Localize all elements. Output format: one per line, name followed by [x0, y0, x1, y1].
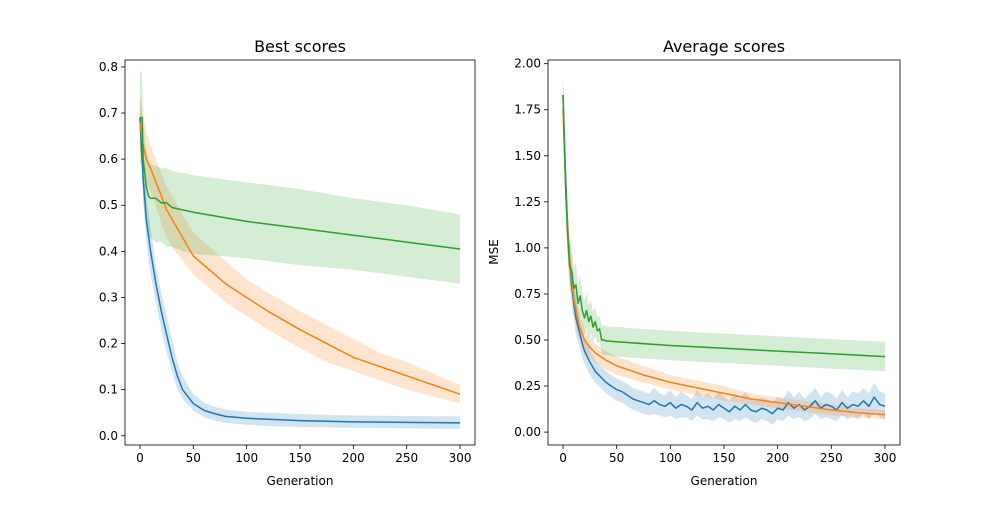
- best-scores-x-tick-label: 50: [186, 451, 201, 465]
- best-scores-y-tick-label: 0.0: [99, 429, 118, 443]
- average-scores-x-tick-label: 200: [766, 451, 789, 465]
- average-scores-x-ticks: 0 50 100 150 200 250 300: [559, 445, 896, 465]
- average-scores-y-tick-label: 2.00: [514, 57, 541, 71]
- average-scores-y-tick-label: 1.00: [514, 241, 541, 255]
- best-scores-bands: [139, 71, 461, 429]
- best-scores-series-3-band: [139, 71, 461, 284]
- best-scores-series-3-line: [139, 116, 461, 250]
- average-scores-series-3-line: [562, 94, 886, 358]
- average-scores-panel: 0 50 100 150 200 250 300 0.00 0.25 0.50 0.75 1.00 1…: [487, 37, 901, 488]
- best-scores-y-tick-label: 0.6: [99, 152, 118, 166]
- best-scores-y-tick-label: 0.7: [99, 106, 118, 120]
- best-scores-y-tick-label: 0.4: [99, 244, 118, 258]
- average-scores-x-tick-label: 250: [820, 451, 843, 465]
- best-scores-x-tick-label: 0: [136, 451, 144, 465]
- best-scores-x-tick-label: 300: [449, 451, 472, 465]
- average-scores-series-1-band: [563, 76, 885, 425]
- average-scores-series-3-band: [563, 76, 885, 372]
- best-scores-x-tick-label: 250: [395, 451, 418, 465]
- best-scores-x-tick-label: 200: [342, 451, 365, 465]
- average-scores-series-2-band: [563, 91, 885, 420]
- average-scores-bands: [563, 76, 885, 425]
- best-scores-y-tick-label: 0.1: [99, 383, 118, 397]
- best-scores-y-tick-label: 0.2: [99, 337, 118, 351]
- average-scores-lines: [562, 94, 886, 416]
- average-scores-x-tick-label: 100: [659, 451, 682, 465]
- average-scores-y-axis-label: MSE: [487, 239, 501, 265]
- best-scores-x-ticks: 0 50 100 150 200 250 300: [136, 445, 472, 465]
- average-scores-x-axis-label: Generation: [691, 474, 758, 488]
- best-scores-y-ticks: 0.0 0.1 0.2 0.3 0.4 0.5 0.6 0.7 0.8: [99, 60, 125, 443]
- average-scores-y-tick-label: 1.25: [514, 195, 541, 209]
- average-scores-x-tick-label: 50: [609, 451, 624, 465]
- best-scores-title: Best scores: [254, 37, 346, 56]
- average-scores-y-tick-label: 1.50: [514, 149, 541, 163]
- best-scores-y-tick-label: 0.5: [99, 198, 118, 212]
- average-scores-x-tick-label: 150: [713, 451, 736, 465]
- best-scores-series-1-line: [139, 117, 461, 424]
- average-scores-series-2-line: [562, 109, 886, 416]
- best-scores-lines: [139, 116, 461, 424]
- best-scores-x-axis-label: Generation: [267, 474, 334, 488]
- best-scores-series-2-line: [139, 122, 461, 396]
- best-scores-y-tick-label: 0.3: [99, 290, 118, 304]
- best-scores-x-tick-label: 150: [289, 451, 312, 465]
- average-scores-x-tick-label: 0: [559, 451, 567, 465]
- best-scores-series-2-band: [139, 94, 461, 404]
- average-scores-y-tick-label: 0.25: [514, 379, 541, 393]
- best-scores-x-tick-label: 100: [235, 451, 258, 465]
- average-scores-y-tick-label: 0.75: [514, 287, 541, 301]
- average-scores-y-tick-label: 0.00: [514, 425, 541, 439]
- average-scores-y-ticks: 0.00 0.25 0.50 0.75 1.00 1.25 1.50 1.75 2.00: [514, 57, 548, 439]
- average-scores-title: Average scores: [663, 37, 785, 56]
- best-scores-panel: 0 50 100 150 200 250 300 0.0 0.1 0.2 0.3 0.4 0.5 0.6…: [99, 37, 476, 488]
- average-scores-y-tick-label: 1.75: [514, 103, 541, 117]
- average-scores-y-tick-label: 0.50: [514, 333, 541, 347]
- best-scores-y-tick-label: 0.8: [99, 60, 118, 74]
- average-scores-x-tick-label: 300: [874, 451, 897, 465]
- average-scores-series-1-line: [562, 94, 886, 415]
